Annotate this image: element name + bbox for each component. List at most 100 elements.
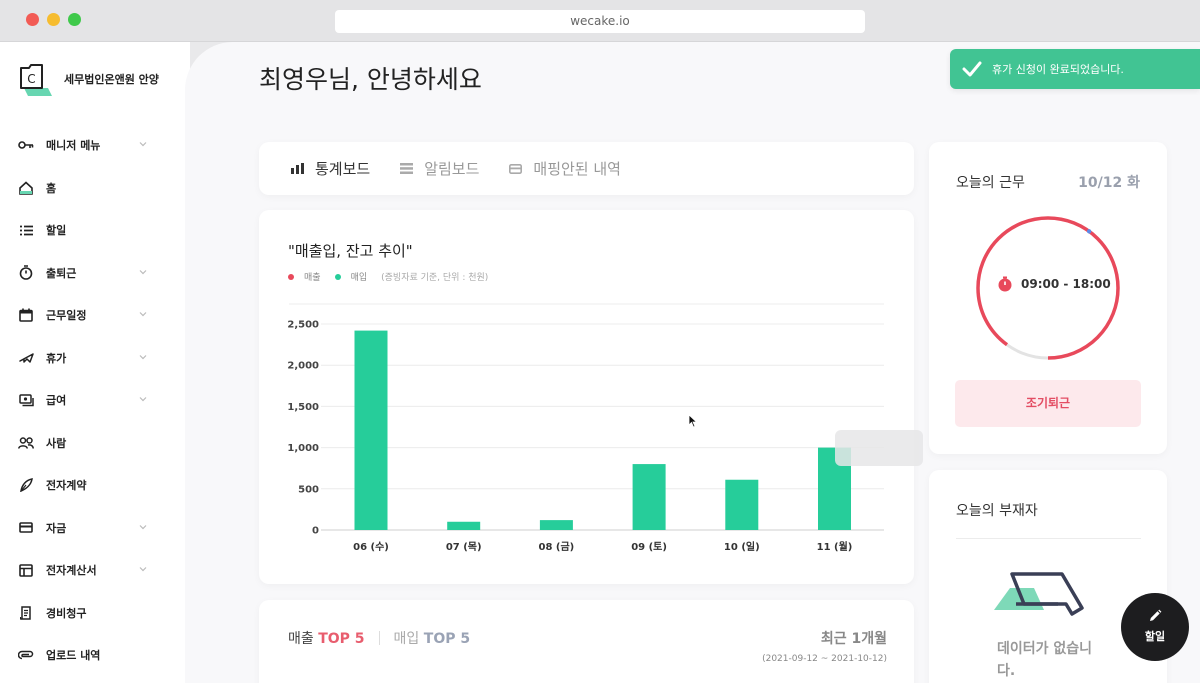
- ring-progress: [976, 216, 1120, 360]
- pencil-icon: [1150, 609, 1162, 621]
- maximize-window-dot[interactable]: [68, 13, 81, 26]
- bar-chart: 0 500 1,000 1,500 2,000 2,500 06 (수) 07 (목) 08 (…: [287, 303, 884, 553]
- people-icon: [18, 435, 34, 451]
- legend-item-sales[interactable]: 매출: [288, 270, 321, 283]
- toast-message: 휴가 신청이 완료되었습니다.: [992, 63, 1124, 76]
- x-tick-label: 07 (목): [446, 541, 482, 553]
- period-selector[interactable]: 최근 1개월 (2021-09-12 ~ 2021-10-12): [762, 628, 887, 664]
- stopwatch-icon: [18, 265, 34, 281]
- sidebar-item-todo[interactable]: 할일: [0, 209, 190, 252]
- sidebar-item-funds[interactable]: 자금: [0, 507, 190, 550]
- y-tick-label: 500: [298, 484, 319, 495]
- bar-chart-icon: [291, 163, 305, 175]
- card-icon: [18, 520, 34, 536]
- bar[interactable]: [354, 330, 388, 530]
- legend-label: 매출: [304, 273, 321, 283]
- success-toast[interactable]: 휴가 신청이 완료되었습니다.: [950, 49, 1200, 89]
- sales-purchase-chart-card: 0 500 1,000 1,500 2,000 2,500 06 (수) 07 (목) 08 (…: [259, 210, 923, 584]
- chart-unit-note: (증빙자료 기준, 단위 : 천원): [381, 273, 489, 283]
- early-leave-button[interactable]: 조기퇴근: [955, 380, 1141, 427]
- sidebar-item-upload-history[interactable]: 업로드 내역: [0, 634, 190, 677]
- empty-folder-illustration-icon: [994, 572, 1084, 616]
- close-window-dot[interactable]: [26, 13, 39, 26]
- sidebar-item-e-contract[interactable]: 전자계약: [0, 464, 190, 507]
- company-logo-icon: C: [18, 62, 54, 96]
- sidebar-item-label: 자금: [46, 521, 67, 535]
- minimize-window-dot[interactable]: [47, 13, 60, 26]
- period-label: 최근 1개월: [820, 631, 887, 647]
- fab-label: 할일: [1144, 630, 1166, 643]
- sidebar-item-label: 출퇴근: [46, 266, 77, 280]
- sidebar-item-attendance[interactable]: 출퇴근: [0, 252, 190, 295]
- plane-icon: [18, 350, 34, 366]
- pen-icon: [18, 477, 34, 493]
- sidebar-item-label: 업로드 내역: [46, 649, 101, 663]
- x-tick-label: 11 (월): [817, 541, 853, 553]
- sidebar-item-e-invoice[interactable]: 전자계산서: [0, 549, 190, 592]
- tab-notification-board[interactable]: 알림보드: [400, 158, 479, 179]
- sidebar-item-label: 근무일정: [46, 309, 87, 323]
- chevron-down-icon: [139, 524, 147, 529]
- company-name: 세무법인온앤원 안양: [64, 73, 159, 86]
- home-icon: [18, 180, 34, 196]
- period-range: (2021-09-12 ~ 2021-10-12): [762, 654, 887, 664]
- tab-divider: [378, 631, 380, 645]
- tab-statistics-board[interactable]: 통계보드: [291, 158, 370, 179]
- sidebar-item-home[interactable]: 홈: [0, 167, 190, 210]
- legend-dot: [288, 273, 294, 280]
- x-tick-label: 09 (토): [631, 541, 667, 553]
- sidebar-item-schedule[interactable]: 근무일정: [0, 294, 190, 337]
- y-tick-label: 2,000: [287, 361, 319, 372]
- mouse-cursor-icon: [688, 414, 698, 428]
- legend-item-purchase[interactable]: 매입: [334, 270, 367, 283]
- clip-icon: [18, 647, 34, 663]
- y-tick-label: 1,500: [287, 402, 319, 413]
- tab-label: 매입: [393, 631, 420, 647]
- sidebar-item-label: 전자계산서: [46, 564, 97, 578]
- tab-accent: TOP 5: [423, 631, 471, 647]
- chart-title: "매출입, 잔고 추이": [288, 242, 413, 260]
- chevron-down-icon: [139, 354, 147, 359]
- tab-unmapped-history[interactable]: 매핑안된 내역: [509, 158, 621, 179]
- sidebar-nav: 매니저 메뉴 홈 할일 출퇴근 근무일정: [0, 124, 190, 677]
- sidebar-item-label: 전자계약: [46, 479, 87, 493]
- legend-dot: [334, 273, 341, 280]
- sidebar-item-payroll[interactable]: 급여: [0, 379, 190, 422]
- card-outline-icon: [509, 163, 523, 175]
- top5-tabs: 매출 TOP 5 매입 TOP 5: [288, 628, 470, 648]
- sidebar-item-people[interactable]: 사람: [0, 422, 190, 465]
- sidebar-item-label: 매니저 메뉴: [46, 139, 101, 153]
- work-hours: 09:00 - 18:00: [997, 276, 1117, 292]
- work-progress-ring: [976, 216, 1120, 360]
- sidebar-item-vacation[interactable]: 휴가: [0, 337, 190, 380]
- chevron-down-icon: [139, 567, 147, 572]
- bar[interactable]: [447, 521, 481, 530]
- sidebar-item-label: 홈: [46, 181, 57, 195]
- bar[interactable]: [632, 464, 666, 530]
- bar[interactable]: [725, 479, 759, 530]
- absent-card-title: 오늘의 부재자: [956, 503, 1038, 519]
- stopwatch-icon: [998, 276, 1012, 292]
- sidebar-item-expense[interactable]: 경비청구: [0, 592, 190, 635]
- tab-sales-top5[interactable]: 매출 TOP 5: [288, 628, 365, 648]
- divider: [956, 538, 1141, 539]
- chevron-down-icon: [139, 312, 147, 317]
- key-icon: [18, 137, 34, 153]
- tab-accent: TOP 5: [318, 631, 365, 647]
- chevron-down-icon: [139, 397, 147, 402]
- x-tick-label: 08 (금): [539, 541, 575, 553]
- bar[interactable]: [539, 520, 573, 530]
- main-content: 최영우님, 안녕하세요 통계보드 알림보드 매핑안된 내역 0 500 1,000 1…: [185, 42, 1200, 683]
- invoice-icon: [18, 562, 34, 578]
- svg-text:C: C: [27, 72, 35, 86]
- tab-purchase-top5[interactable]: 매입 TOP 5: [394, 628, 471, 648]
- sidebar-item-manager-menu[interactable]: 매니저 메뉴: [0, 124, 190, 167]
- x-tick-label: 10 (일): [724, 540, 760, 553]
- payroll-icon: [18, 392, 34, 408]
- work-date: 10/12 화: [1078, 175, 1140, 191]
- work-card-title: 오늘의 근무: [956, 175, 1025, 191]
- brand[interactable]: C 세무법인온앤원 안양: [18, 62, 159, 96]
- address-bar[interactable]: wecake.io: [335, 10, 865, 33]
- todo-fab-button[interactable]: 할일: [1121, 593, 1189, 661]
- check-icon: [962, 61, 982, 77]
